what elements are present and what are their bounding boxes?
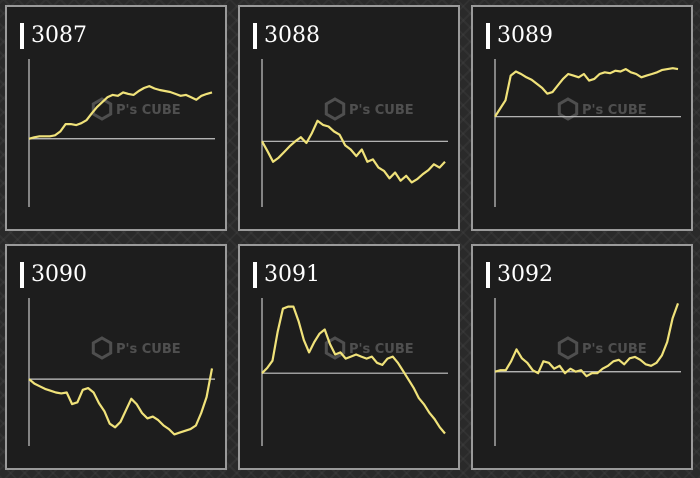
machine-number: 3088 xyxy=(264,23,320,48)
watermark: P's CUBE xyxy=(324,336,414,360)
watermark: P's CUBE xyxy=(91,97,181,121)
title-marker xyxy=(486,23,490,49)
watermark-text: P's CUBE xyxy=(349,103,414,118)
machine-number: 3092 xyxy=(497,262,553,287)
machine-number: 3090 xyxy=(31,262,87,287)
cube-logo-icon xyxy=(91,336,113,360)
watermark-text: P's CUBE xyxy=(349,342,414,357)
machine-number: 3089 xyxy=(497,23,553,48)
line-chart: P's CUBE xyxy=(28,59,215,207)
line-chart: P's CUBE xyxy=(261,298,448,446)
series-line xyxy=(494,303,680,378)
line-chart: P's CUBE xyxy=(28,298,215,446)
cube-logo-icon xyxy=(324,97,346,121)
chart-panel: P's CUBE 3088 xyxy=(238,5,460,231)
series-line xyxy=(261,305,446,435)
title-marker xyxy=(20,23,24,49)
series-line xyxy=(28,368,214,436)
series-line xyxy=(28,84,213,140)
watermark: P's CUBE xyxy=(324,97,414,121)
line-chart: P's CUBE xyxy=(494,298,681,446)
watermark-text: P's CUBE xyxy=(582,342,647,357)
title-marker xyxy=(20,262,24,288)
series-line xyxy=(261,119,446,184)
line-chart: P's CUBE xyxy=(261,59,448,207)
line-chart: P's CUBE xyxy=(494,59,681,207)
machine-number: 3091 xyxy=(264,262,320,287)
watermark-text: P's CUBE xyxy=(116,103,181,118)
chart-panel: P's CUBE 3092 xyxy=(471,244,693,470)
watermark-text: P's CUBE xyxy=(582,103,647,118)
chart-panel: P's CUBE 3090 xyxy=(5,244,227,470)
watermark-text: P's CUBE xyxy=(116,342,181,357)
machine-number: 3087 xyxy=(31,23,87,48)
series-line xyxy=(494,67,679,118)
chart-panel: P's CUBE 3091 xyxy=(238,244,460,470)
title-marker xyxy=(486,262,490,288)
title-marker xyxy=(253,262,257,288)
cube-logo-icon xyxy=(91,97,113,121)
cube-logo-icon xyxy=(557,336,579,360)
watermark: P's CUBE xyxy=(91,336,181,360)
cube-logo-icon xyxy=(324,336,346,360)
title-marker xyxy=(253,23,257,49)
chart-panel: P's CUBE 3087 xyxy=(5,5,227,231)
watermark: P's CUBE xyxy=(557,336,647,360)
chart-panel: P's CUBE 3089 xyxy=(471,5,693,231)
watermark: P's CUBE xyxy=(557,97,647,121)
cube-logo-icon xyxy=(557,97,579,121)
